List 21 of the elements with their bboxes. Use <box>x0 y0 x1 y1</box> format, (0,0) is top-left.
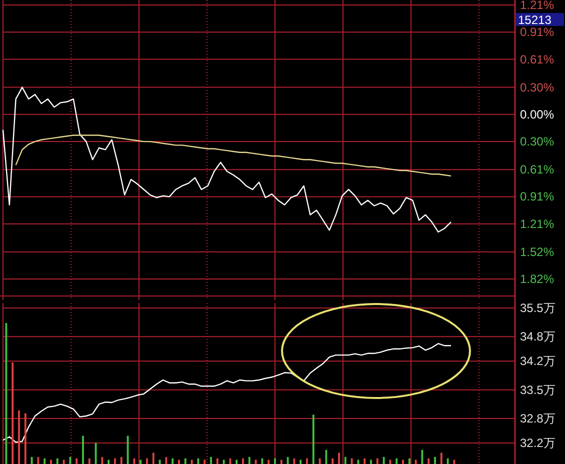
y-tick-label: 1.82% <box>520 272 554 286</box>
y-tick-label: 0.30% <box>520 134 554 149</box>
line-series <box>2 86 452 233</box>
y-tick-label: 33.5万 <box>520 382 556 397</box>
y-tick-label: 0.61% <box>520 52 554 66</box>
price-box: 15213 <box>516 13 564 27</box>
y-tick-label: 0.00% <box>520 107 554 122</box>
y-tick-label: 34.2万 <box>520 354 556 368</box>
y-tick-label: 34.8万 <box>520 330 556 344</box>
line-series <box>15 134 452 177</box>
y-tick-label: 35.5万 <box>520 301 556 315</box>
y-tick-label: 32.8万 <box>520 411 556 426</box>
y-tick-label: 0.61% <box>520 162 554 177</box>
y-tick-label: 1.52% <box>520 244 554 259</box>
y-tick-label: 0.91% <box>520 25 554 40</box>
y-tick-label: 0.91% <box>520 190 554 204</box>
y-tick-label: 1.21% <box>520 0 554 12</box>
y-tick-label: 32.2万 <box>520 436 556 450</box>
line-series <box>2 342 452 443</box>
y-tick-label: 0.30% <box>520 80 554 94</box>
y-tick-label: 1.21% <box>520 216 554 231</box>
